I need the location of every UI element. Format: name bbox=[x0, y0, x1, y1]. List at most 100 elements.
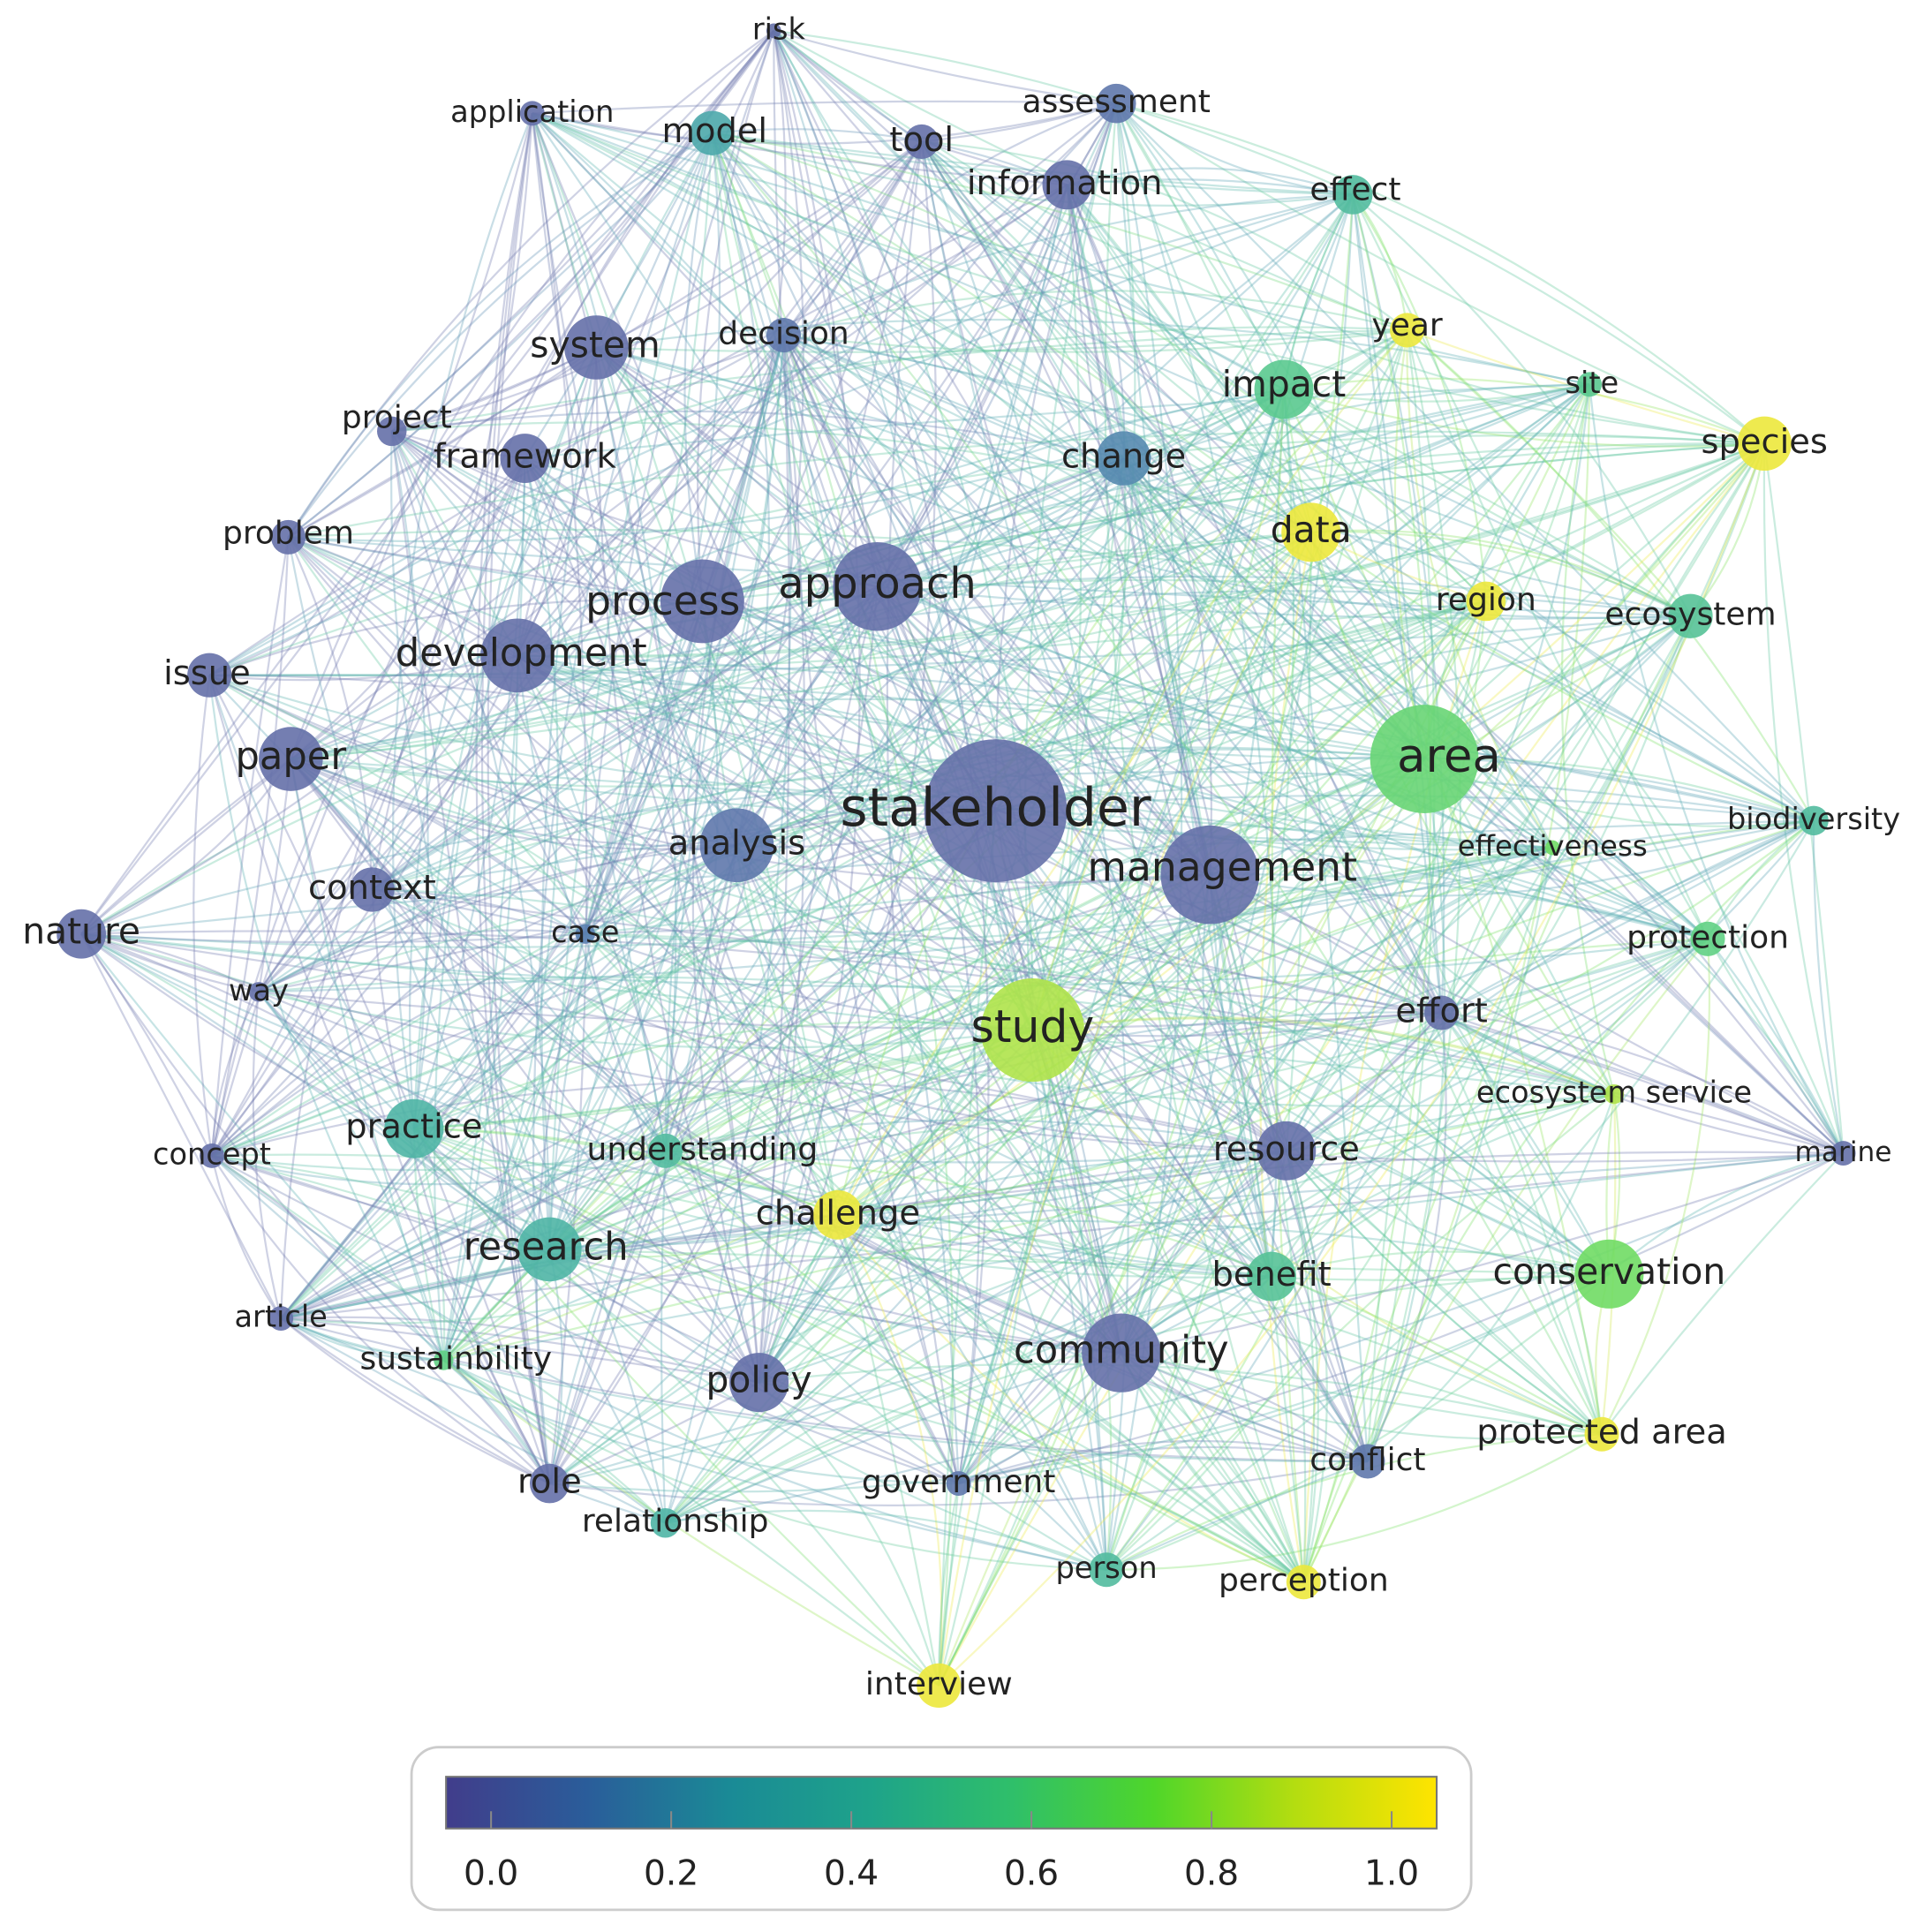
link bbox=[211, 873, 1211, 1157]
link bbox=[584, 140, 923, 934]
link bbox=[524, 457, 960, 1484]
link bbox=[208, 434, 1765, 676]
node bbox=[376, 416, 407, 447]
link bbox=[80, 932, 550, 1250]
link bbox=[1106, 1433, 1603, 1571]
link bbox=[487, 113, 551, 1484]
link bbox=[390, 30, 775, 433]
node-label: benefit bbox=[1211, 1255, 1331, 1294]
node bbox=[434, 1350, 454, 1370]
link bbox=[773, 30, 1425, 760]
link bbox=[290, 30, 775, 759]
link bbox=[80, 932, 1709, 988]
link bbox=[532, 112, 1425, 760]
link bbox=[372, 746, 1425, 891]
link bbox=[548, 810, 997, 1250]
link bbox=[549, 1151, 1844, 1251]
link bbox=[290, 758, 1272, 1278]
node bbox=[57, 909, 107, 959]
link bbox=[1406, 329, 1845, 1154]
link bbox=[958, 1445, 1369, 1485]
node-label: understanding bbox=[587, 1131, 819, 1167]
link bbox=[258, 991, 445, 1361]
link bbox=[876, 585, 1611, 1275]
link bbox=[702, 531, 1311, 603]
link bbox=[1762, 443, 1845, 1154]
node-label: project bbox=[342, 399, 452, 435]
link bbox=[1122, 457, 1604, 1435]
link bbox=[412, 132, 713, 1129]
link bbox=[442, 184, 1068, 1361]
link bbox=[80, 932, 760, 1384]
link bbox=[1393, 329, 1426, 759]
link bbox=[548, 810, 997, 1484]
link bbox=[665, 938, 1709, 1152]
link bbox=[711, 132, 1312, 533]
link bbox=[1066, 184, 1126, 459]
node bbox=[1286, 1565, 1321, 1600]
link bbox=[702, 457, 1125, 603]
node-label: interview bbox=[865, 1666, 1013, 1702]
node-label: species bbox=[1702, 422, 1828, 462]
node-label: protected area bbox=[1476, 1413, 1726, 1453]
link bbox=[208, 193, 1354, 676]
node-label: decision bbox=[718, 316, 849, 352]
link bbox=[81, 932, 585, 944]
link bbox=[758, 335, 790, 1383]
node-label: problem bbox=[223, 516, 354, 552]
link bbox=[548, 1150, 667, 1484]
node-label: model bbox=[662, 111, 768, 151]
link bbox=[920, 140, 1312, 533]
link bbox=[836, 1214, 960, 1484]
link bbox=[697, 30, 775, 602]
link bbox=[391, 430, 1443, 1014]
link bbox=[442, 329, 1408, 1362]
link bbox=[391, 328, 1407, 433]
link bbox=[1123, 457, 1845, 1154]
link bbox=[1366, 329, 1461, 1462]
link bbox=[548, 1093, 1615, 1484]
node-label: process bbox=[585, 577, 740, 624]
node bbox=[384, 1098, 444, 1158]
link bbox=[80, 932, 1287, 1152]
link bbox=[938, 811, 997, 1686]
link bbox=[517, 140, 923, 656]
node-label: management bbox=[1088, 844, 1357, 891]
link bbox=[211, 1155, 550, 1485]
link bbox=[259, 819, 1815, 993]
color-bar bbox=[445, 1776, 1438, 1830]
link bbox=[258, 991, 667, 1524]
link bbox=[258, 457, 526, 992]
link bbox=[258, 991, 1033, 1049]
link bbox=[1423, 383, 1590, 759]
link bbox=[758, 585, 879, 1383]
link bbox=[280, 819, 1815, 1320]
link bbox=[773, 30, 1845, 1154]
link bbox=[280, 1317, 444, 1362]
link bbox=[702, 600, 1709, 940]
link bbox=[665, 1152, 1844, 1524]
node-label: policy bbox=[706, 1359, 812, 1401]
node-label: perception bbox=[1219, 1563, 1389, 1599]
link bbox=[288, 388, 1285, 543]
link bbox=[1115, 102, 1765, 445]
link bbox=[782, 335, 981, 1484]
link bbox=[711, 132, 770, 846]
link bbox=[548, 844, 738, 1484]
link bbox=[390, 430, 1272, 1278]
node bbox=[1544, 840, 1560, 856]
node bbox=[1254, 359, 1314, 419]
link bbox=[548, 457, 1125, 1484]
link bbox=[938, 1352, 1122, 1687]
link bbox=[549, 1272, 1610, 1493]
link bbox=[280, 810, 997, 1320]
link bbox=[548, 1029, 1033, 1250]
link bbox=[712, 132, 1354, 196]
link bbox=[665, 1352, 1122, 1524]
link bbox=[540, 347, 598, 1250]
link bbox=[80, 140, 923, 935]
link bbox=[532, 112, 1068, 186]
link bbox=[442, 1359, 1107, 1571]
node bbox=[480, 618, 555, 693]
link bbox=[958, 1152, 1845, 1485]
